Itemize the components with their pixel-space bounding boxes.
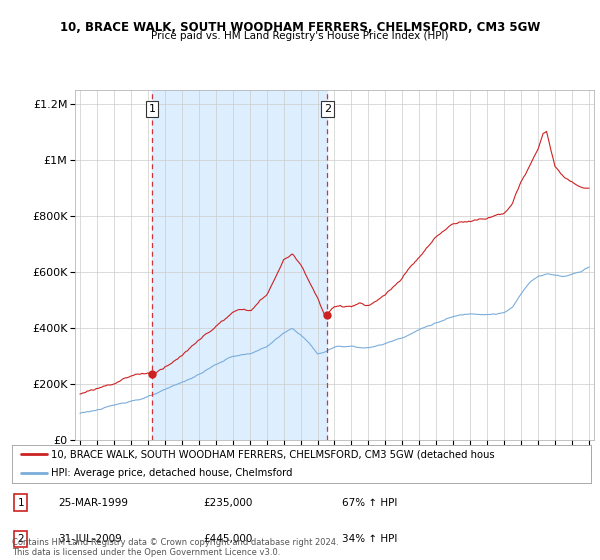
Text: 67% ↑ HPI: 67% ↑ HPI	[342, 498, 397, 507]
Text: £445,000: £445,000	[203, 534, 253, 544]
Text: 34% ↑ HPI: 34% ↑ HPI	[342, 534, 397, 544]
Text: Price paid vs. HM Land Registry's House Price Index (HPI): Price paid vs. HM Land Registry's House …	[151, 31, 449, 41]
Text: 2: 2	[324, 104, 331, 114]
Bar	[152, 90, 328, 440]
Text: 31-JUL-2009: 31-JUL-2009	[58, 534, 122, 544]
Text: 1: 1	[148, 104, 155, 114]
Text: Contains HM Land Registry data © Crown copyright and database right 2024.
This d: Contains HM Land Registry data © Crown c…	[12, 538, 338, 557]
Text: 25-MAR-1999: 25-MAR-1999	[58, 498, 128, 507]
Text: 10, BRACE WALK, SOUTH WOODHAM FERRERS, CHELMSFORD, CM3 5GW: 10, BRACE WALK, SOUTH WOODHAM FERRERS, C…	[60, 21, 540, 34]
Text: 10, BRACE WALK, SOUTH WOODHAM FERRERS, CHELMSFORD, CM3 5GW (detached hous: 10, BRACE WALK, SOUTH WOODHAM FERRERS, C…	[52, 449, 495, 459]
Text: HPI: Average price, detached house, Chelmsford: HPI: Average price, detached house, Chel…	[52, 468, 293, 478]
Text: 2: 2	[17, 534, 24, 544]
Text: £235,000: £235,000	[203, 498, 253, 507]
Text: 1: 1	[17, 498, 24, 507]
